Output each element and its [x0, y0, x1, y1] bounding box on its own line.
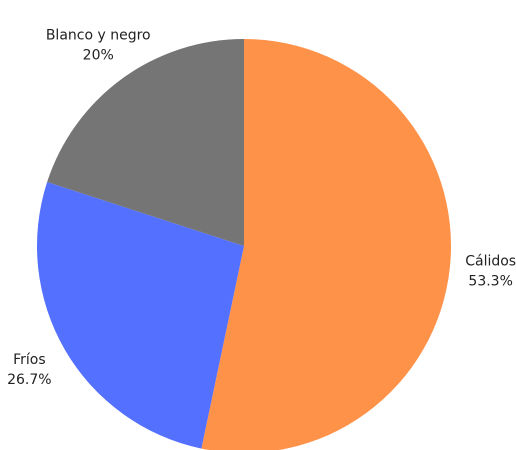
slice-label-name: Blanco y negro: [46, 27, 151, 43]
slice-label-value: 53.3%: [468, 274, 512, 290]
pie-slice: [201, 39, 451, 450]
slice-label-name: Fríos: [13, 352, 46, 368]
slice-label-value: 26.7%: [7, 372, 51, 388]
slice-label-name: Cálidos: [465, 254, 516, 270]
pie-slice: [36, 182, 244, 449]
pie-slice: [47, 39, 244, 246]
slice-label-value: 20%: [83, 47, 114, 63]
